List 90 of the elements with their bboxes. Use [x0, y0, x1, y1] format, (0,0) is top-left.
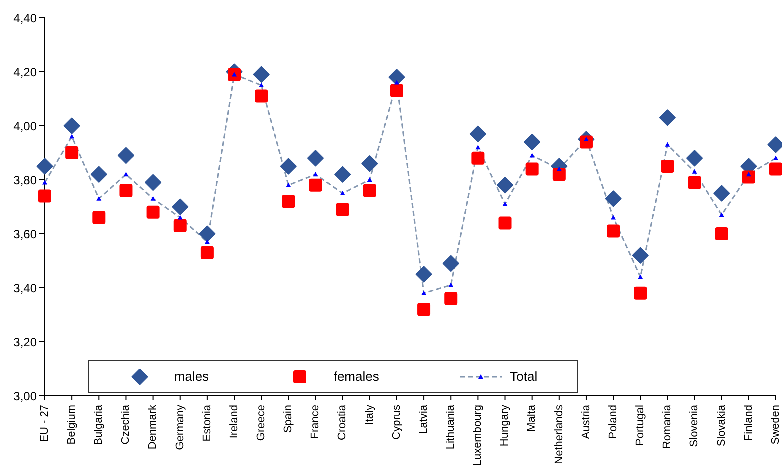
point	[118, 147, 134, 164]
point	[174, 219, 187, 232]
point	[334, 166, 352, 183]
point	[498, 216, 512, 230]
point	[715, 228, 728, 240]
x-tick-label: Netherlands	[553, 404, 566, 464]
point	[307, 150, 324, 167]
point	[659, 110, 676, 126]
x-tick-label: Sweden	[770, 405, 782, 445]
point	[92, 211, 106, 224]
point	[634, 286, 648, 300]
x-tick-label: Bulgaria	[93, 404, 106, 446]
x-tick-label: Cyprus	[390, 404, 403, 440]
point	[363, 184, 376, 198]
point	[605, 190, 622, 208]
x-tick-label: Austria	[580, 404, 592, 440]
x-tick-label: Czechia	[120, 404, 132, 445]
x-tick-label: Portugal	[634, 405, 647, 446]
point	[418, 303, 431, 316]
point	[336, 203, 350, 216]
y-tick-label: 4,00	[14, 119, 38, 134]
point	[470, 126, 486, 142]
y-tick-label: 4,20	[14, 65, 38, 80]
x-tick-label: Lithuania	[445, 404, 458, 450]
y-tick-label: 4,40	[14, 11, 38, 26]
point	[36, 158, 54, 175]
x-tick-label: Germany	[174, 404, 186, 450]
x-tick-label: EU - 27	[38, 405, 51, 442]
point	[416, 266, 432, 283]
point	[526, 162, 539, 176]
x-tick-label: Hungary	[499, 404, 512, 447]
y-tick-label: 3,60	[14, 227, 38, 242]
point	[552, 168, 566, 182]
point	[580, 136, 593, 149]
y-tick-label: 3,80	[14, 173, 38, 188]
legend-label: females	[334, 369, 380, 384]
point	[120, 184, 133, 198]
point	[742, 170, 756, 184]
point	[390, 84, 404, 98]
point	[282, 195, 296, 208]
point	[770, 162, 782, 176]
point	[66, 146, 79, 160]
x-tick-label: Poland	[607, 405, 620, 440]
point	[686, 150, 704, 167]
point	[38, 190, 52, 203]
point	[253, 66, 270, 83]
point	[524, 134, 541, 150]
point	[145, 174, 162, 191]
x-tick-label: Estonia	[201, 404, 214, 442]
x-tick-label: Slovenia	[688, 404, 701, 448]
x-tick-label: Luxembourg	[472, 405, 484, 466]
x-tick-label: Romania	[662, 404, 674, 450]
x-tick-label: Greece	[256, 405, 268, 442]
point	[607, 224, 620, 238]
y-tick-label: 3,40	[14, 281, 38, 296]
point	[90, 166, 108, 183]
point	[309, 178, 322, 192]
y-tick-label: 3,20	[14, 335, 38, 350]
point	[200, 246, 214, 260]
point	[497, 177, 514, 194]
x-tick-label: Latvia	[418, 404, 430, 434]
point	[255, 90, 268, 103]
x-tick-label: Ireland	[228, 405, 240, 439]
x-tick-label: Spain	[282, 405, 295, 434]
point	[64, 118, 80, 134]
point	[688, 176, 702, 190]
point	[661, 160, 674, 173]
legend-label: males	[174, 369, 210, 384]
point	[444, 292, 458, 306]
x-tick-label: Slovakia	[716, 404, 728, 447]
point	[472, 152, 485, 165]
point	[632, 247, 649, 264]
point	[388, 69, 406, 86]
point	[172, 198, 189, 216]
legend-label: Total	[510, 369, 538, 384]
y-tick-label: 3,00	[14, 389, 38, 404]
x-tick-label: Belgium	[66, 405, 78, 445]
point	[228, 68, 242, 82]
x-tick-label: Croatia	[336, 404, 349, 440]
x-tick-label: Italy	[364, 404, 376, 426]
x-tick-label: Denmark	[147, 404, 160, 450]
point	[199, 226, 216, 242]
point	[146, 206, 160, 219]
point	[362, 156, 378, 172]
point	[714, 185, 730, 202]
x-tick-label: Finland	[742, 405, 755, 442]
x-tick-label: Malta	[526, 404, 538, 432]
x-tick-label: France	[310, 405, 322, 440]
point	[280, 158, 297, 175]
point	[442, 255, 460, 272]
